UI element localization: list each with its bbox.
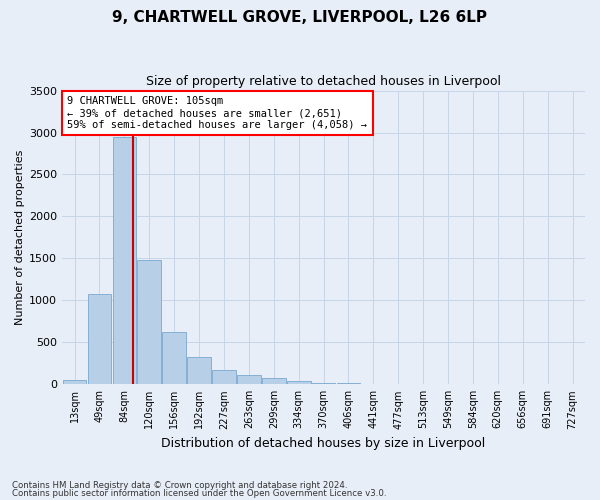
Bar bbox=[163, 332, 186, 384]
Bar bbox=[237, 376, 261, 384]
Bar bbox=[287, 381, 311, 384]
Bar bbox=[262, 378, 286, 384]
Bar bbox=[187, 356, 211, 384]
Bar bbox=[312, 382, 335, 384]
Bar bbox=[63, 380, 86, 384]
Bar bbox=[88, 294, 112, 384]
Title: Size of property relative to detached houses in Liverpool: Size of property relative to detached ho… bbox=[146, 75, 501, 88]
Bar bbox=[113, 136, 136, 384]
Bar bbox=[212, 370, 236, 384]
Text: 9 CHARTWELL GROVE: 105sqm
← 39% of detached houses are smaller (2,651)
59% of se: 9 CHARTWELL GROVE: 105sqm ← 39% of detac… bbox=[67, 96, 367, 130]
X-axis label: Distribution of detached houses by size in Liverpool: Distribution of detached houses by size … bbox=[161, 437, 486, 450]
Text: Contains HM Land Registry data © Crown copyright and database right 2024.: Contains HM Land Registry data © Crown c… bbox=[12, 481, 347, 490]
Y-axis label: Number of detached properties: Number of detached properties bbox=[15, 150, 25, 325]
Bar bbox=[137, 260, 161, 384]
Text: Contains public sector information licensed under the Open Government Licence v3: Contains public sector information licen… bbox=[12, 488, 386, 498]
Text: 9, CHARTWELL GROVE, LIVERPOOL, L26 6LP: 9, CHARTWELL GROVE, LIVERPOOL, L26 6LP bbox=[113, 10, 487, 25]
